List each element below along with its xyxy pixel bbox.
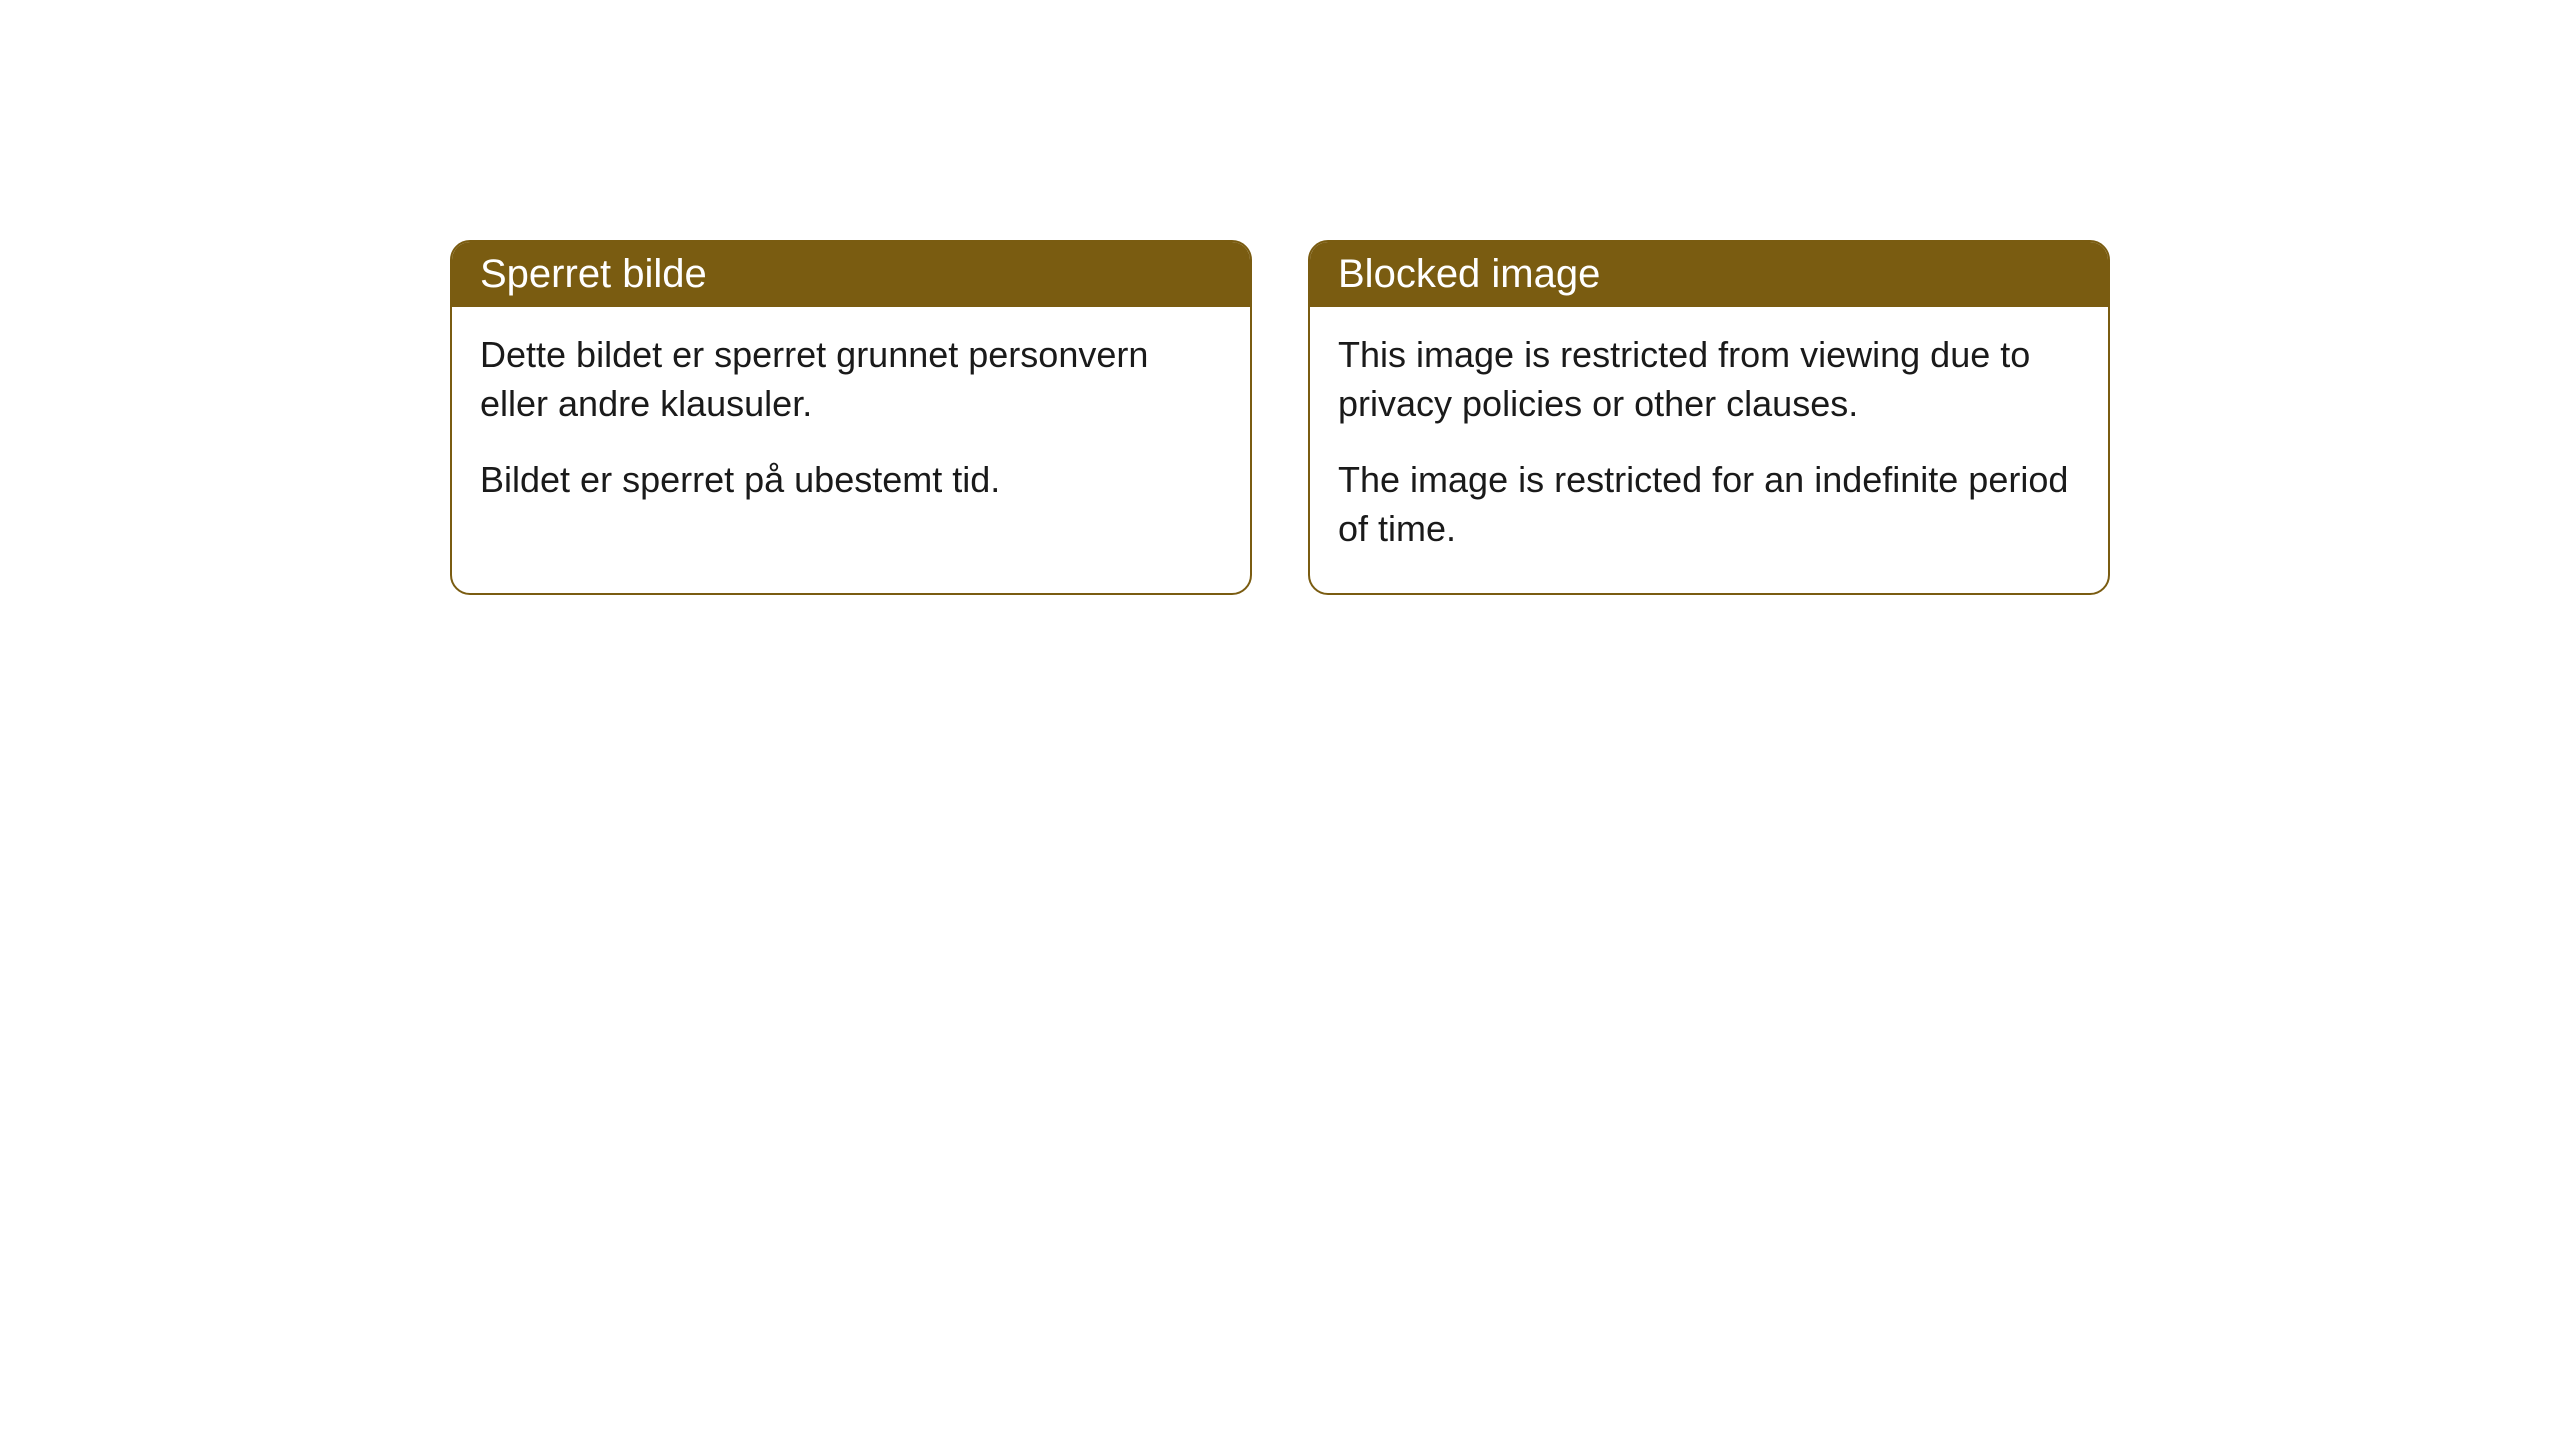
card-title: Sperret bilde — [480, 252, 707, 296]
card-paragraph: The image is restricted for an indefinit… — [1338, 456, 2080, 553]
card-header: Sperret bilde — [452, 242, 1250, 307]
blocked-image-card-norwegian: Sperret bilde Dette bildet er sperret gr… — [450, 240, 1252, 595]
card-paragraph: Dette bildet er sperret grunnet personve… — [480, 331, 1222, 428]
card-title: Blocked image — [1338, 252, 1600, 296]
blocked-image-card-english: Blocked image This image is restricted f… — [1308, 240, 2110, 595]
card-body: Dette bildet er sperret grunnet personve… — [452, 307, 1250, 545]
card-paragraph: Bildet er sperret på ubestemt tid. — [480, 456, 1222, 505]
card-paragraph: This image is restricted from viewing du… — [1338, 331, 2080, 428]
card-header: Blocked image — [1310, 242, 2108, 307]
notice-cards-container: Sperret bilde Dette bildet er sperret gr… — [450, 240, 2110, 595]
card-body: This image is restricted from viewing du… — [1310, 307, 2108, 593]
